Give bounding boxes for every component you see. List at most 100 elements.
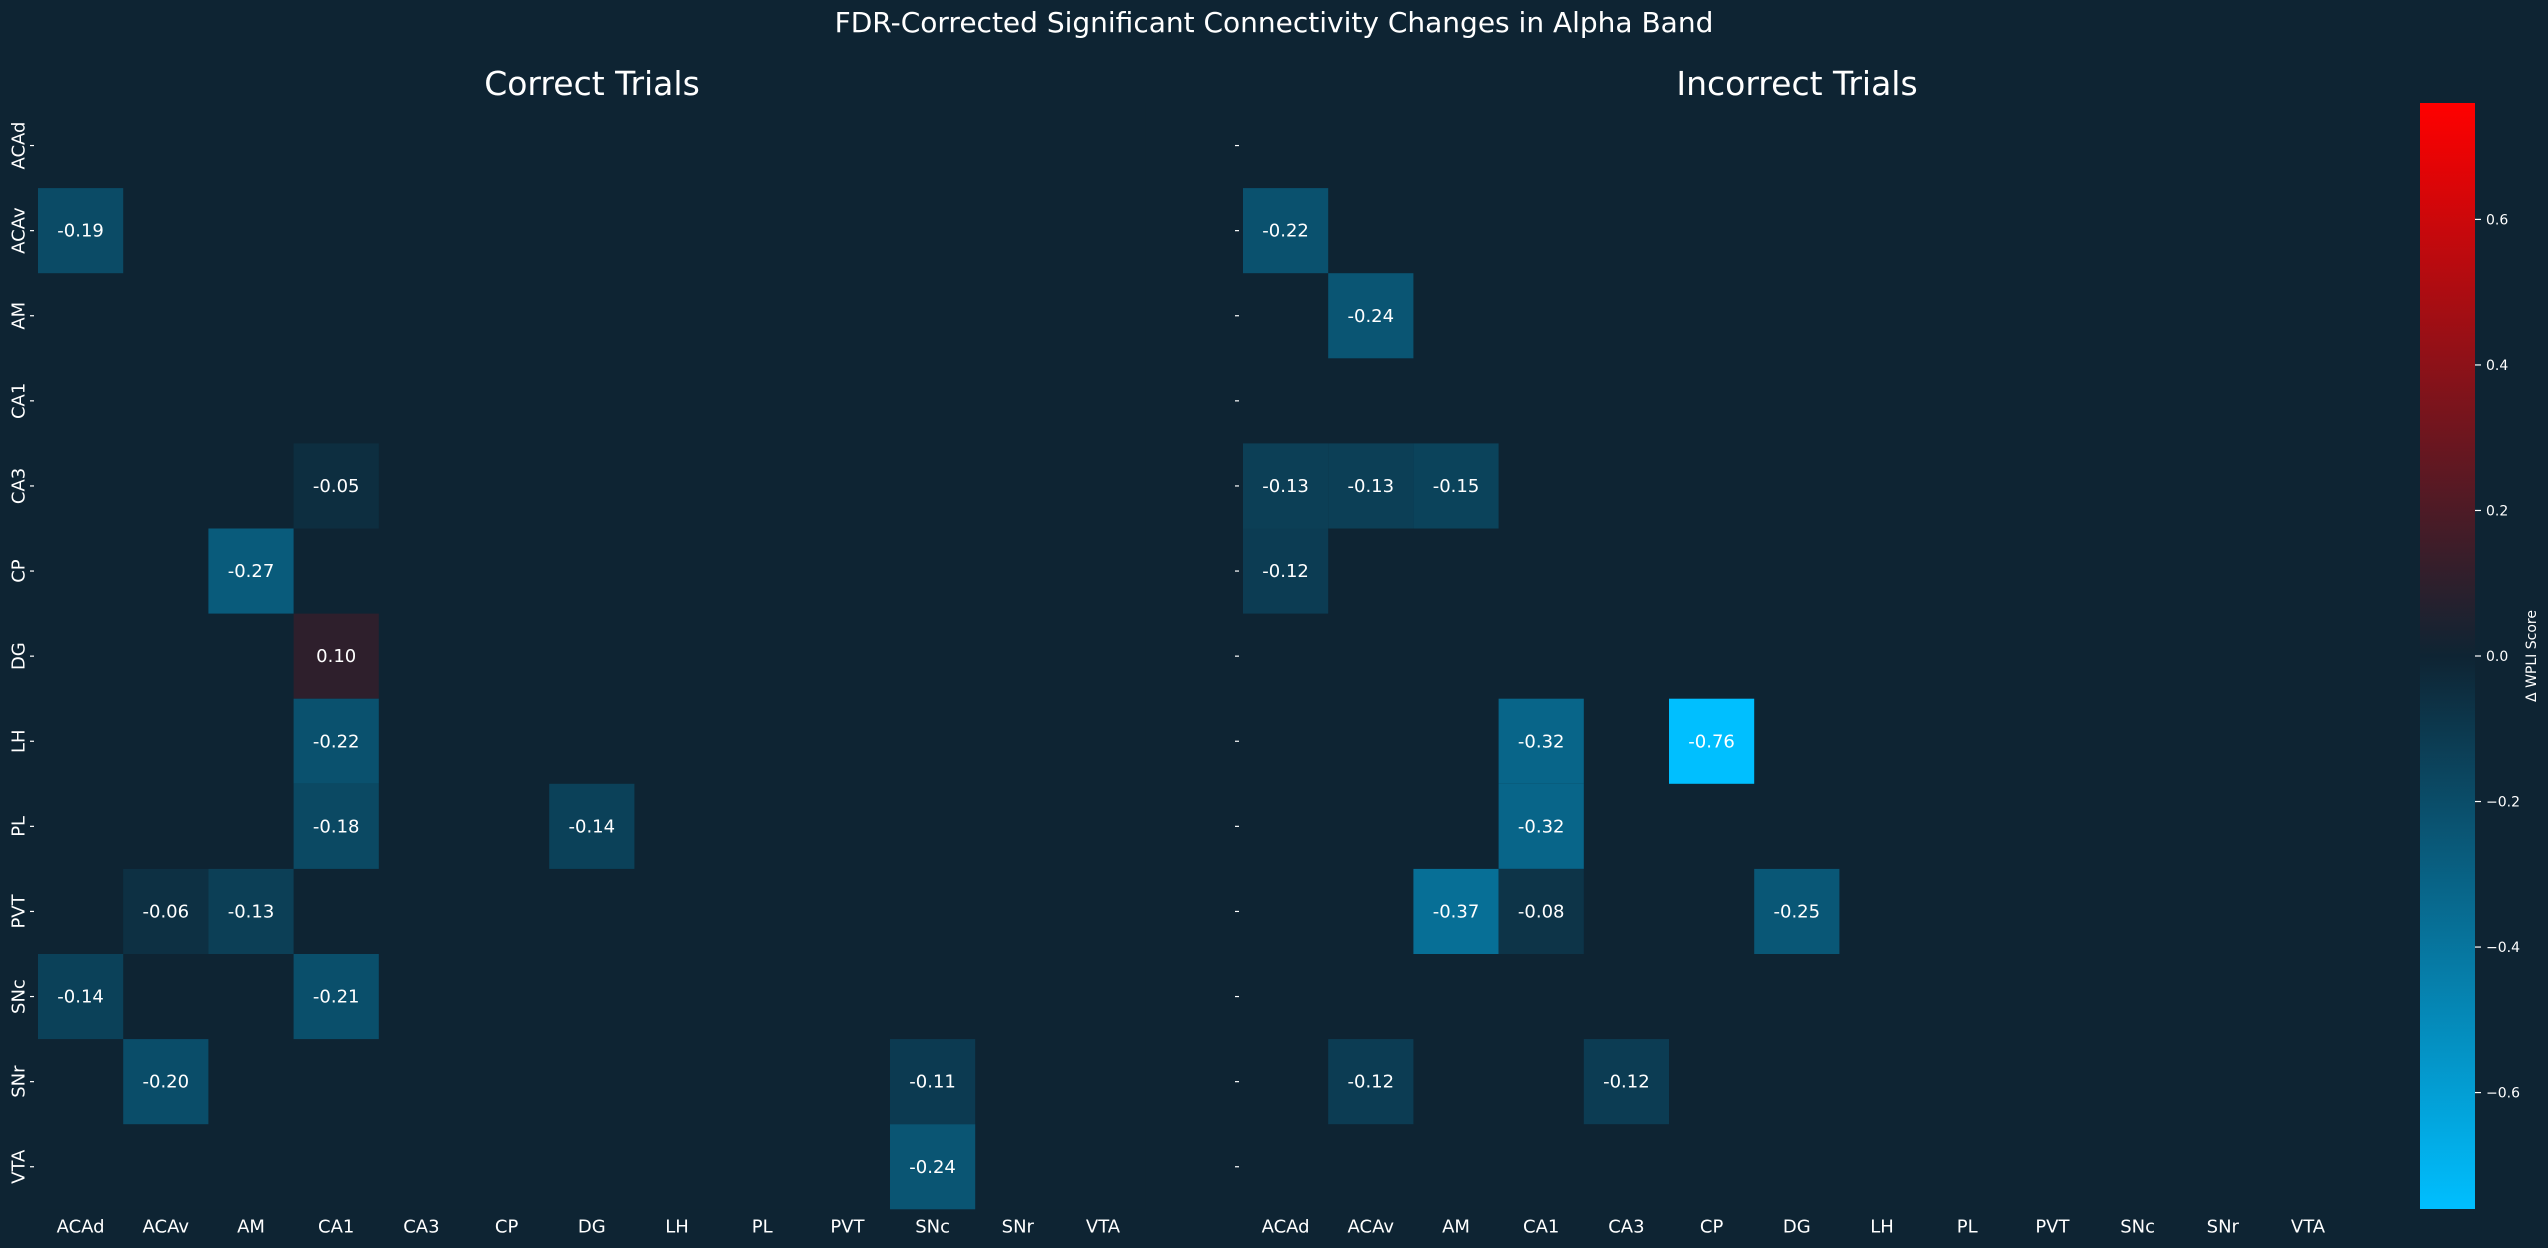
colorbar-tick-label: −0.6: [2486, 1086, 2520, 1102]
x-tick-label-DG: DG: [1783, 1216, 1811, 1237]
heatmap-cell-PL-CA1: [1498, 783, 1584, 869]
x-tick-label-AM: AM: [1442, 1216, 1470, 1237]
heatmap-cell-CA3-ACAd: [1243, 443, 1329, 529]
y-tick-label-ACAv: ACAv: [8, 207, 29, 254]
colorbar-tick-label: 0.4: [2486, 358, 2508, 374]
colorbar-ticks: 0.6 0.4 0.2 0.0 −0.2 −0.4 −0.6: [2475, 212, 2520, 1102]
y-tick-label-DG: DG: [8, 642, 29, 670]
cell-value-label: -0.32: [1518, 731, 1565, 752]
x-tick-label-CA3: CA3: [1608, 1216, 1644, 1237]
heatmap-cell-PVT-AM: [208, 868, 294, 954]
cell-value-label: -0.08: [1518, 901, 1565, 922]
x-tick-label-CA1: CA1: [318, 1216, 354, 1237]
x-tick-label-PL: PL: [752, 1216, 773, 1237]
heatmap-cell-CA3-CA1: [293, 443, 379, 529]
x-tick-label-VTA: VTA: [1086, 1216, 1121, 1237]
y-tick-label-CA1: CA1: [8, 383, 29, 419]
heatmap-incorrect-trials: Incorrect Trials -0.22 -0.24 -0.13 -0.13 -0.…: [1235, 64, 2351, 1237]
heatmap-cell-DG-CA1: [293, 613, 379, 699]
cell-value-label: -0.27: [228, 561, 275, 582]
colorbar-tick-label: −0.4: [2486, 940, 2520, 956]
cell-value-label: -0.24: [1348, 306, 1395, 327]
cell-value-label: -0.11: [909, 1072, 956, 1093]
x-tick-label-PVT: PVT: [830, 1216, 865, 1237]
y-tick-label-CP: CP: [8, 559, 29, 583]
cell-value-label: -0.20: [143, 1072, 190, 1093]
heatmap-cell-LH-CP: [1669, 698, 1755, 784]
colorbar: Δ WPLI Score 0.6 0.4 0.2 0.0 −0.2 −0.4 −0.6: [2420, 103, 2540, 1209]
y-tick-label-ACAd: ACAd: [8, 122, 29, 170]
heatmap-cell-LH-CA1: [293, 698, 379, 784]
heatmap-cell-CA3-AM: [1413, 443, 1499, 529]
heatmap-cell-CP-ACAd: [1243, 528, 1329, 614]
y-tick-label-LH: LH: [8, 729, 29, 753]
heatmap-cell-PVT-ACAv: [123, 868, 209, 954]
cell-value-label: -0.12: [1603, 1072, 1650, 1093]
heatmap-cell-PL-CA1: [293, 783, 379, 869]
cell-value-label: -0.24: [909, 1157, 956, 1178]
cell-value-label: -0.21: [313, 987, 360, 1008]
x-tick-label-SNr: SNr: [2207, 1216, 2240, 1237]
heatmap-cell-ACAv-ACAd: [1243, 188, 1329, 274]
heatmap-cell-CA3-ACAv: [1328, 443, 1414, 529]
cell-value-label: -0.19: [57, 221, 104, 242]
y-tick-label-CA3: CA3: [8, 468, 29, 504]
cell-value-label: -0.06: [143, 901, 190, 922]
x-tick-label-ACAv: ACAv: [143, 1216, 190, 1237]
heatmap-cell-SNr-CA3: [1583, 1039, 1669, 1125]
heatmap-cell-PVT-AM: [1413, 868, 1499, 954]
cell-value-label: -0.14: [569, 816, 616, 837]
cell-value-label: -0.18: [313, 816, 360, 837]
x-tick-label-LH: LH: [1870, 1216, 1894, 1237]
cell-value-label: -0.15: [1433, 476, 1480, 497]
cell-value-label: -0.13: [228, 901, 275, 922]
x-tick-label-AM: AM: [237, 1216, 265, 1237]
x-tick-label-ACAv: ACAv: [1348, 1216, 1395, 1237]
heatmap-cell-SNc-ACAd: [38, 954, 124, 1040]
heatmap-correct-trials: Correct Trials -0.19 -0.05 -0.27 0.10 -0.22 -…: [8, 64, 1146, 1237]
cell-value-label: -0.76: [1688, 731, 1735, 752]
colorbar-tick-label: 0.0: [2486, 649, 2508, 665]
x-tick-label-SNc: SNc: [915, 1216, 950, 1237]
cell-value-label: -0.32: [1518, 816, 1565, 837]
cell-value-label: -0.22: [1262, 221, 1309, 242]
heatmap-area-correct-trials: [38, 103, 1146, 1210]
colorbar-tick-label: −0.2: [2486, 795, 2520, 811]
x-tick-label-PL: PL: [1957, 1216, 1978, 1237]
heatmap-cell-PVT-CA1: [1498, 868, 1584, 954]
colorbar-gradient: [2420, 103, 2475, 1209]
cell-value-label: -0.14: [57, 987, 104, 1008]
x-tick-label-ACAd: ACAd: [57, 1216, 105, 1237]
cell-value-label: -0.13: [1348, 476, 1395, 497]
cell-value-label: -0.25: [1774, 901, 1821, 922]
y-tick-label-AM: AM: [8, 302, 29, 330]
x-tick-label-ACAd: ACAd: [1262, 1216, 1310, 1237]
x-tick-label-CP: CP: [495, 1216, 519, 1237]
cell-value-label: -0.05: [313, 476, 360, 497]
colorbar-tick-label: 0.2: [2486, 503, 2508, 519]
x-tick-label-CA1: CA1: [1523, 1216, 1559, 1237]
x-tick-label-SNr: SNr: [1002, 1216, 1035, 1237]
figure-title: FDR-Corrected Significant Connectivity C…: [835, 6, 1714, 39]
heatmap-cell-SNr-ACAv: [123, 1039, 209, 1125]
y-tick-label-PL: PL: [8, 816, 29, 837]
heatmap-cell-SNr-ACAv: [1328, 1039, 1414, 1125]
colorbar-tick-label: 0.6: [2486, 212, 2508, 228]
cell-value-label: -0.22: [313, 731, 360, 752]
cell-value-label: -0.12: [1262, 561, 1309, 582]
x-tick-label-VTA: VTA: [2291, 1216, 2326, 1237]
y-tick-label-SNr: SNr: [8, 1065, 29, 1098]
x-tick-label-LH: LH: [665, 1216, 689, 1237]
heatmap-cell-SNc-CA1: [293, 954, 379, 1040]
y-tick-label-VTA: VTA: [8, 1149, 29, 1184]
cell-value-label: 0.10: [316, 646, 356, 667]
heatmap-cell-PVT-DG: [1754, 868, 1840, 954]
heatmap-cell-CP-AM: [208, 528, 294, 614]
x-tick-label-CP: CP: [1700, 1216, 1724, 1237]
heatmap-cell-PL-DG: [549, 783, 635, 869]
x-tick-label-DG: DG: [578, 1216, 606, 1237]
panel-title-incorrect: Incorrect Trials: [1676, 64, 1917, 103]
x-tick-label-PVT: PVT: [2035, 1216, 2070, 1237]
cell-value-label: -0.37: [1433, 901, 1480, 922]
